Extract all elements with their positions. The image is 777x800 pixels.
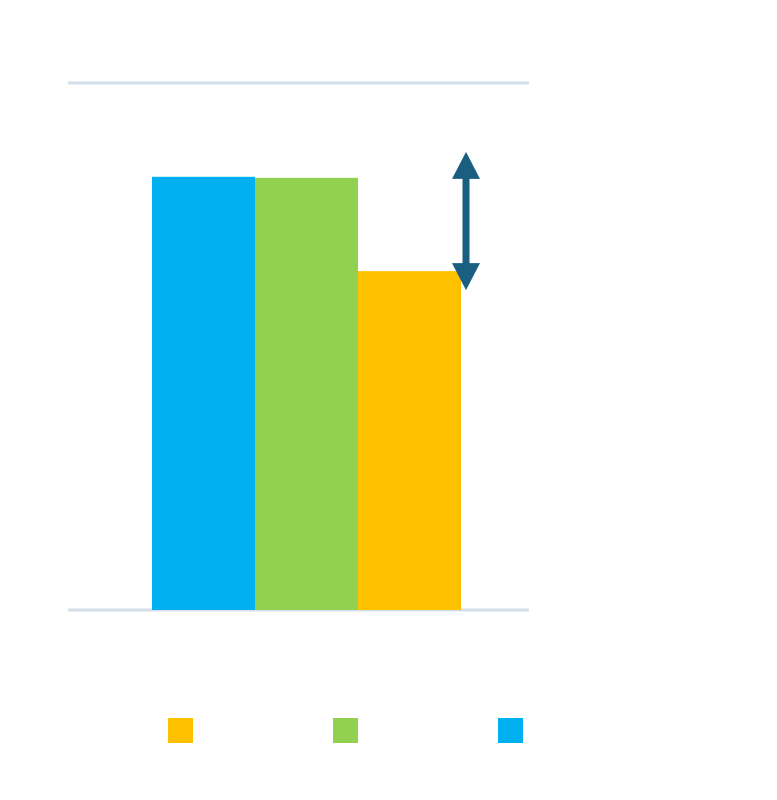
- legend-swatch: [498, 718, 523, 743]
- legend-swatch: [333, 718, 358, 743]
- legend-swatch: [168, 718, 193, 743]
- bar: [152, 176, 255, 610]
- difference-arrow-head: [452, 263, 480, 291]
- difference-arrow-head: [452, 151, 480, 179]
- bar: [255, 177, 358, 611]
- bar: [358, 271, 461, 610]
